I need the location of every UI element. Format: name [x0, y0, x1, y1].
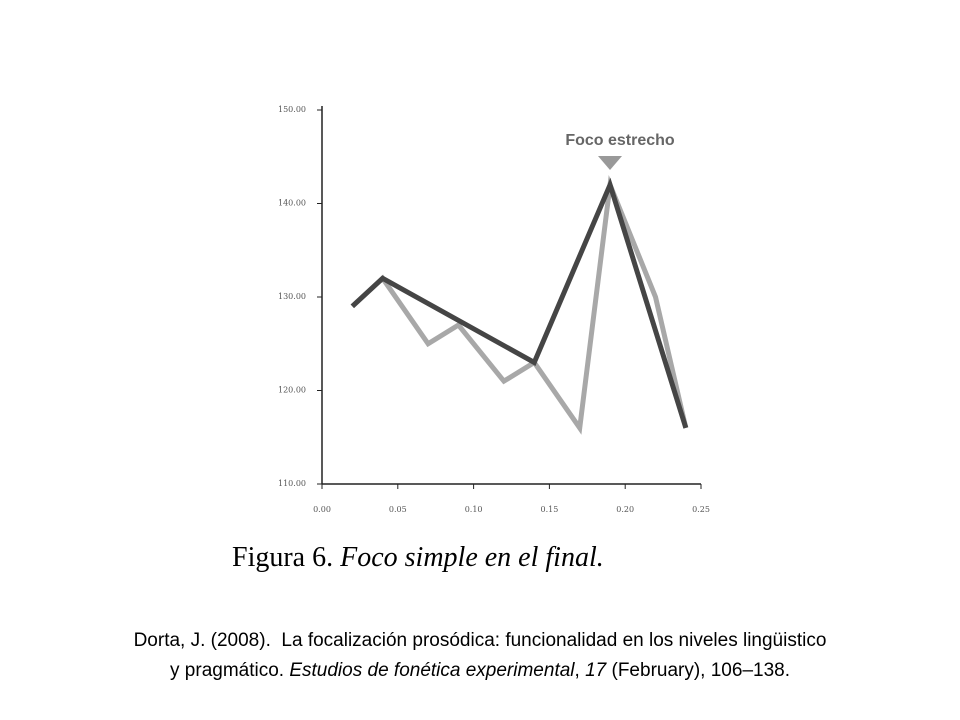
x-tick-label: 0.25 — [692, 505, 710, 514]
x-tick-label: 0.20 — [616, 505, 634, 514]
citation-part: Estudios de fonética experimental — [289, 660, 575, 681]
y-tick-label: 110.00 — [278, 479, 306, 488]
series-line — [350, 174, 689, 435]
citation-line: Dorta, J. (2008). La focalización prosód… — [0, 626, 960, 656]
y-tick-label: 120.00 — [278, 386, 306, 395]
y-tick-label: 130.00 — [278, 292, 306, 301]
caption: Figura 6. Foco simple en el final. — [232, 542, 604, 573]
annotation-arrow — [598, 156, 622, 170]
x-tick-label: 0.10 — [465, 505, 483, 514]
citation-part: (February), 106–138. — [606, 660, 790, 681]
x-tick-label: 0.15 — [540, 505, 558, 514]
citation-part: Dorta, J. (2008). La focalización prosód… — [133, 630, 827, 651]
caption-text: Foco simple en el final. — [339, 542, 604, 573]
citation-part: y pragmático. — [170, 660, 290, 681]
y-tick-label: 140.00 — [278, 199, 306, 208]
citation-part: , — [574, 660, 586, 681]
x-tick-label: 0.00 — [313, 505, 331, 514]
caption-label: Figura 6. — [232, 542, 333, 573]
series-line — [350, 177, 689, 429]
annotation: Foco estrecho — [565, 132, 675, 149]
y-tick-label: 150.00 — [278, 105, 306, 114]
citation-part: 17 — [585, 660, 607, 681]
citation-line: y pragmático. Estudios de fonética exper… — [0, 656, 960, 686]
citation: Dorta, J. (2008). La focalización prosód… — [0, 626, 960, 686]
x-tick-label: 0.05 — [389, 505, 407, 514]
